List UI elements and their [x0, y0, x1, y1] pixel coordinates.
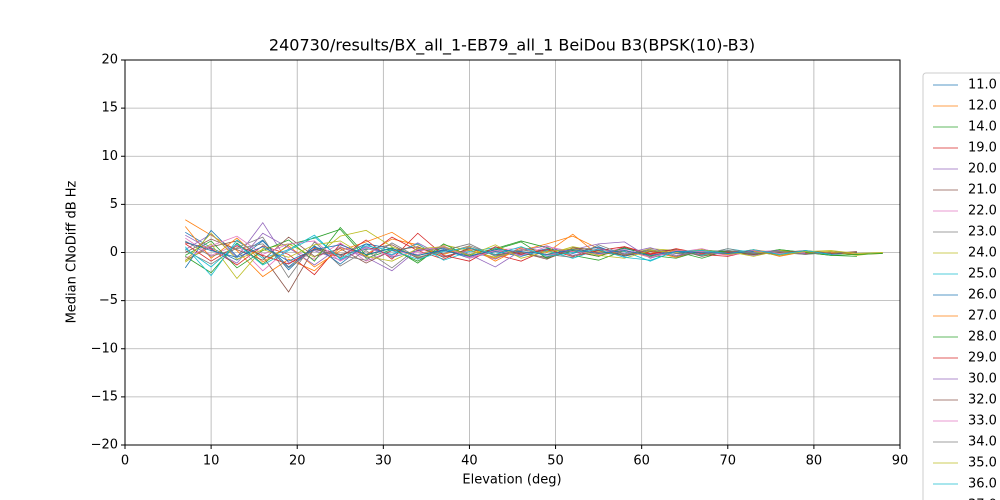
data-line	[185, 240, 832, 269]
legend-label: 22.0	[968, 204, 997, 219]
legend-label: 28.0	[968, 330, 997, 345]
legend-label: 29.0	[968, 351, 997, 366]
x-tick-label: 90	[892, 454, 909, 469]
legend-label: 37.0	[968, 498, 997, 500]
y-tick-label: −15	[91, 389, 118, 404]
legend-label: 25.0	[968, 267, 997, 282]
data-line	[185, 226, 883, 269]
data-line	[185, 235, 806, 262]
data-line	[184, 232, 883, 262]
legend-label: 19.0	[968, 141, 997, 156]
plot-frame	[124, 59, 901, 446]
y-tick-label: 15	[101, 101, 118, 116]
y-axis-label: Median CNoDiff dB Hz	[65, 180, 80, 323]
x-tick-label: 60	[633, 454, 650, 469]
legend-label: 11.0	[968, 78, 997, 93]
data-line	[185, 232, 806, 265]
y-tick-label: −20	[91, 438, 118, 453]
x-tick-label: 50	[547, 454, 564, 469]
legend-label: 14.0	[968, 120, 997, 135]
chart-title: 240730/results/BX_all_1-EB79_all_1 BeiDo…	[269, 36, 755, 56]
x-tick-label: 80	[806, 454, 823, 469]
y-tick-label: 10	[101, 149, 118, 164]
x-axis-label: Elevation (deg)	[462, 473, 561, 488]
legend-label: 21.0	[968, 183, 997, 198]
y-tick-label: 20	[101, 53, 118, 68]
legend-label: 34.0	[968, 435, 997, 450]
y-tick-label: −10	[91, 341, 118, 356]
legend-label: 23.0	[968, 225, 997, 240]
data-line	[185, 236, 857, 264]
x-tick-label: 70	[720, 454, 737, 469]
legend-label: 24.0	[968, 246, 997, 261]
legend-label: 20.0	[968, 162, 997, 177]
legend-label: 35.0	[968, 456, 997, 471]
data-line	[185, 236, 857, 279]
legend-label: 30.0	[968, 372, 997, 387]
x-tick-label: 40	[461, 454, 478, 469]
data-line	[185, 236, 832, 276]
y-tick-label: −5	[99, 293, 118, 308]
legend-label: 33.0	[968, 414, 997, 429]
x-tick-label: 0	[121, 454, 129, 469]
legend-label: 32.0	[968, 393, 997, 408]
x-tick-label: 10	[203, 454, 220, 469]
x-tick-label: 30	[375, 454, 392, 469]
legend-label: 26.0	[968, 288, 997, 303]
y-tick-label: 5	[110, 197, 118, 212]
y-tick-label: 0	[110, 245, 118, 260]
data-line	[184, 229, 780, 271]
legend-label: 36.0	[968, 477, 997, 492]
legend-label: 27.0	[968, 309, 997, 324]
data-line	[184, 226, 832, 268]
legend-box	[922, 72, 1000, 500]
x-tick-label: 20	[289, 454, 306, 469]
legend-label: 12.0	[968, 99, 997, 114]
data-line	[185, 241, 754, 262]
